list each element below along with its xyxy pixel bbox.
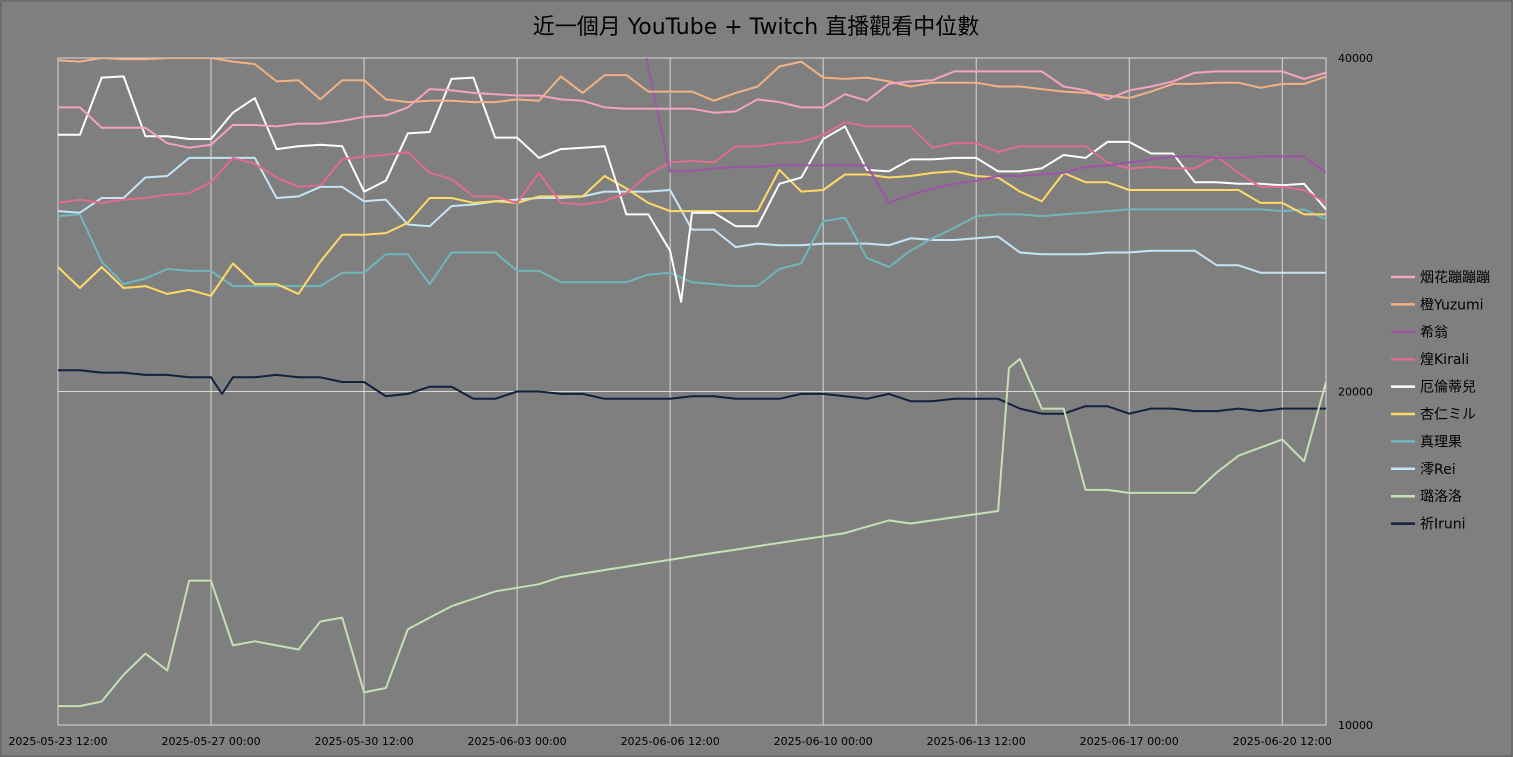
x-tick-label: 2025-05-27 00:00 xyxy=(161,735,260,748)
series-line-6 xyxy=(58,168,1326,297)
x-tick-label: 2025-06-10 00:00 xyxy=(774,735,873,748)
series-line-9 xyxy=(58,357,1326,708)
x-tick-label: 2025-06-17 00:00 xyxy=(1080,735,1179,748)
legend-label: 厄倫蒂兒 xyxy=(1420,380,1476,396)
x-axis-tick-labels: 2025-05-23 12:00 2025-05-27 00:00 2025-05-… xyxy=(8,735,1331,748)
chart-title: 近一個月 YouTube + Twitch 直播觀看中位數 xyxy=(533,15,979,40)
series-line-7 xyxy=(58,208,1326,288)
legend-label: 希翁 xyxy=(1420,325,1448,341)
series-line-1 xyxy=(58,70,1326,149)
series-lines xyxy=(58,58,1326,708)
legend-label: 祈Iruni xyxy=(1420,517,1466,533)
legend-label: 真理果 xyxy=(1420,434,1462,450)
y-tick-label: 20000 xyxy=(1338,386,1373,399)
series-line-8 xyxy=(58,156,1326,274)
series-line-5 xyxy=(58,75,1326,303)
legend-label: 澪Rei xyxy=(1420,462,1456,478)
y-tick-label: 40000 xyxy=(1338,52,1373,65)
y-tick-label: 10000 xyxy=(1338,719,1373,732)
y-axis-tick-labels: 10000 20000 40000 xyxy=(1338,52,1373,732)
x-tick-label: 2025-05-30 12:00 xyxy=(315,735,414,748)
legend-label: 璐洛洛 xyxy=(1420,489,1462,505)
series-line-10 xyxy=(58,369,1326,415)
legend-label: 煌Kirali xyxy=(1420,352,1469,368)
legend-label: 烟花蹦蹦蹦 xyxy=(1420,270,1490,286)
x-tick-label: 2025-05-23 12:00 xyxy=(8,735,107,748)
series-line-3 xyxy=(645,58,1326,204)
legend-label: 杏仁ミル xyxy=(1420,407,1476,423)
x-tick-label: 2025-06-13 12:00 xyxy=(927,735,1026,748)
x-tick-label: 2025-06-20 12:00 xyxy=(1233,735,1332,748)
legend-label: 橙Yuzumi xyxy=(1420,297,1484,313)
x-tick-label: 2025-06-06 12:00 xyxy=(621,735,720,748)
x-tick-label: 2025-06-03 00:00 xyxy=(468,735,567,748)
